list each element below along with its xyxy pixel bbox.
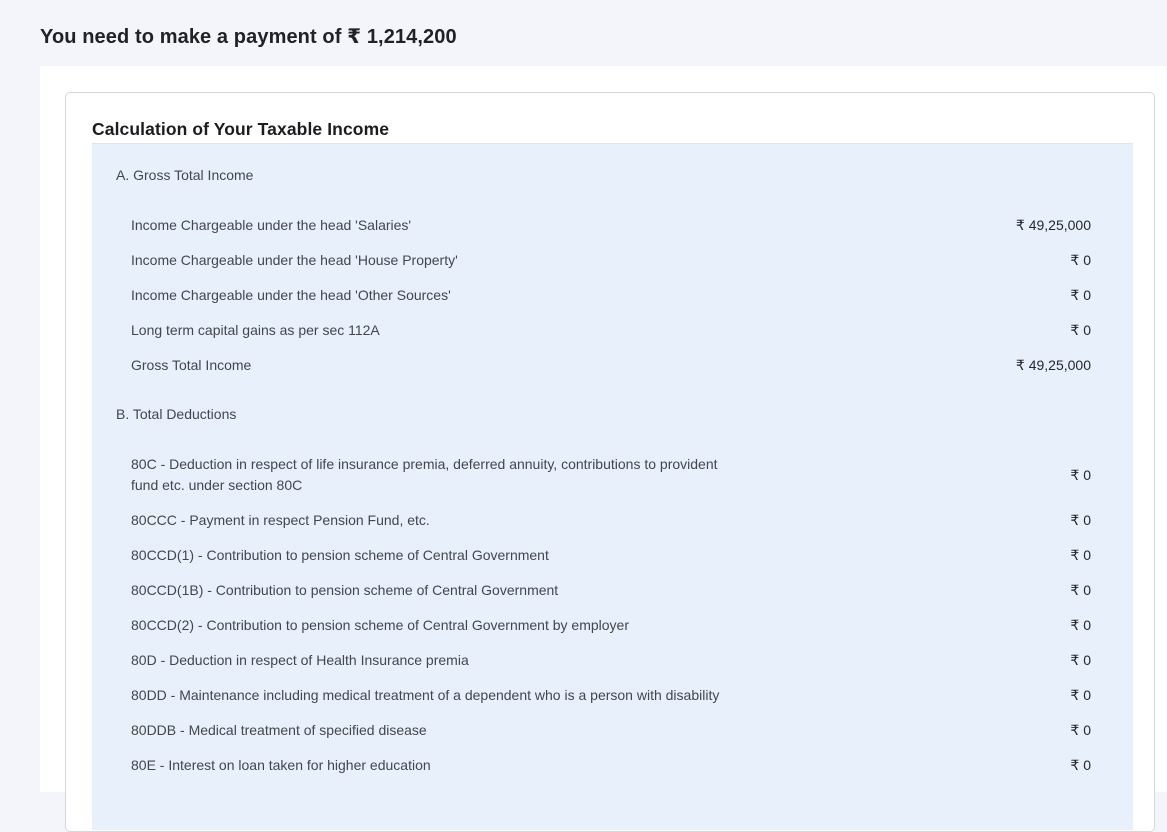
row-label: 80DD - Maintenance including medical tre… bbox=[131, 687, 720, 703]
row-value: ₹ 0 bbox=[1070, 687, 1091, 703]
calculation-row: 80CCD(1B) - Contribution to pension sche… bbox=[131, 580, 1091, 601]
section-total-deductions: B. Total Deductions 80C - Deduction in r… bbox=[92, 404, 1133, 776]
row-label: Income Chargeable under the head 'Salari… bbox=[131, 217, 412, 233]
section-gross-total-income: A. Gross Total Income Income Chargeable … bbox=[92, 165, 1133, 376]
row-label: Gross Total Income bbox=[131, 357, 252, 373]
card-title: Calculation of Your Taxable Income bbox=[92, 119, 390, 139]
content-area: Calculation of Your Taxable Income A. Gr… bbox=[40, 66, 1167, 832]
payment-due-title: You need to make a payment of ₹ 1,214,20… bbox=[40, 26, 457, 48]
section-rows: 80C - Deduction in respect of life insur… bbox=[92, 454, 1133, 776]
calculation-row: 80DDB - Medical treatment of specified d… bbox=[131, 720, 1091, 741]
taxable-income-panel: A. Gross Total Income Income Chargeable … bbox=[92, 143, 1133, 830]
calculation-row: Income Chargeable under the head 'Salari… bbox=[131, 215, 1091, 236]
calculation-row: 80CCD(2) - Contribution to pension schem… bbox=[131, 615, 1091, 636]
row-label: 80CCD(1) - Contribution to pension schem… bbox=[131, 547, 549, 563]
row-label: 80CCD(2) - Contribution to pension schem… bbox=[131, 617, 630, 633]
row-label: 80D - Deduction in respect of Health Ins… bbox=[131, 652, 469, 668]
section-header: B. Total Deductions bbox=[116, 406, 237, 422]
row-label: Long term capital gains as per sec 112A bbox=[131, 322, 380, 338]
payment-banner: You need to make a payment of ₹ 1,214,20… bbox=[0, 0, 1167, 66]
row-value: ₹ 0 bbox=[1070, 652, 1091, 668]
calculation-row: Income Chargeable under the head 'House … bbox=[131, 250, 1091, 271]
row-label: 80C - Deduction in respect of life insur… bbox=[131, 456, 718, 493]
row-value: ₹ 0 bbox=[1070, 547, 1091, 563]
calculation-row: 80CCD(1) - Contribution to pension schem… bbox=[131, 545, 1091, 566]
calculation-row: 80E - Interest on loan taken for higher … bbox=[131, 755, 1091, 776]
calculation-row: Gross Total Income ₹ 49,25,000 bbox=[131, 355, 1091, 376]
row-value: ₹ 0 bbox=[1070, 757, 1091, 773]
section-header: A. Gross Total Income bbox=[116, 167, 254, 183]
calculation-row: 80D - Deduction in respect of Health Ins… bbox=[131, 650, 1091, 671]
row-value: ₹ 49,25,000 bbox=[1015, 357, 1091, 373]
section-rows: Income Chargeable under the head 'Salari… bbox=[92, 215, 1133, 376]
row-value: ₹ 0 bbox=[1070, 466, 1091, 483]
calculation-row: 80DD - Maintenance including medical tre… bbox=[131, 685, 1091, 706]
row-label: Income Chargeable under the head 'Other … bbox=[131, 287, 451, 303]
row-value: ₹ 0 bbox=[1070, 582, 1091, 598]
calculation-row: Long term capital gains as per sec 112A … bbox=[131, 320, 1091, 341]
calculation-row: 80CCC - Payment in respect Pension Fund,… bbox=[131, 510, 1091, 531]
row-value: ₹ 0 bbox=[1070, 252, 1091, 268]
row-value: ₹ 0 bbox=[1070, 512, 1091, 528]
row-label: 80E - Interest on loan taken for higher … bbox=[131, 757, 431, 773]
row-value: ₹ 0 bbox=[1070, 287, 1091, 303]
row-label: 80CCD(1B) - Contribution to pension sche… bbox=[131, 582, 559, 598]
calculation-row: Income Chargeable under the head 'Other … bbox=[131, 285, 1091, 306]
row-value: ₹ 0 bbox=[1070, 722, 1091, 738]
row-value: ₹ 0 bbox=[1070, 322, 1091, 338]
row-label: 80DDB - Medical treatment of specified d… bbox=[131, 722, 427, 738]
taxable-income-card: Calculation of Your Taxable Income A. Gr… bbox=[65, 92, 1155, 832]
row-value: ₹ 0 bbox=[1070, 617, 1091, 633]
row-label: 80CCC - Payment in respect Pension Fund,… bbox=[131, 512, 430, 528]
row-label: Income Chargeable under the head 'House … bbox=[131, 252, 458, 268]
row-value: ₹ 49,25,000 bbox=[1015, 217, 1091, 233]
calculation-row: 80C - Deduction in respect of life insur… bbox=[131, 454, 1091, 496]
